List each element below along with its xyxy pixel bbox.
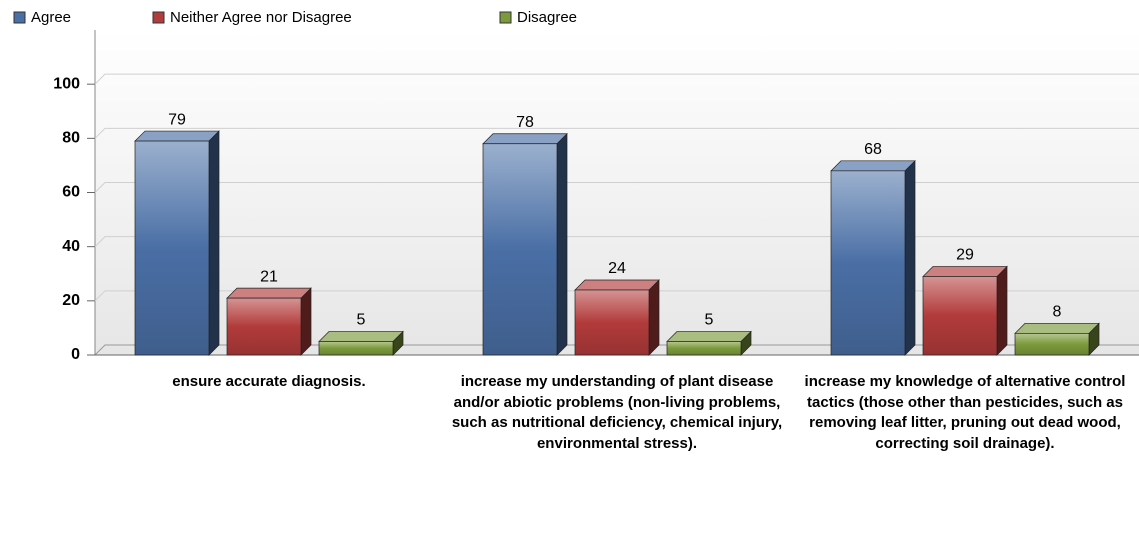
y-tick-label: 0 <box>71 346 80 363</box>
data-label: 8 <box>1053 304 1062 321</box>
data-label: 78 <box>516 114 534 131</box>
bar-top <box>666 331 752 342</box>
bar <box>922 265 1008 356</box>
y-tick-label: 20 <box>62 292 80 309</box>
bar-front <box>574 289 650 356</box>
y-tick-label: 100 <box>53 75 80 92</box>
bar <box>830 159 916 356</box>
legend-label: Agree <box>31 9 71 26</box>
bar <box>318 330 404 356</box>
bar-side <box>208 130 220 356</box>
bar-front <box>1014 332 1090 356</box>
bar-top <box>830 160 916 172</box>
bar-front <box>482 143 558 356</box>
legend-swatch <box>499 11 512 24</box>
grid-line <box>94 236 1139 248</box>
y-tick-label: 60 <box>62 184 80 201</box>
bar <box>666 330 752 356</box>
bar <box>482 132 568 356</box>
grid-line <box>94 290 1139 302</box>
legend-label: Neither Agree nor Disagree <box>170 9 352 26</box>
legend-swatch <box>13 11 26 24</box>
data-label: 79 <box>168 111 186 128</box>
data-label: 21 <box>260 268 278 285</box>
x-tick-label: ensure accurate diagnosis. <box>172 373 366 390</box>
bar-front <box>318 341 394 356</box>
x-tick-label: increase my understanding of plant disea… <box>451 373 783 452</box>
bar-front <box>226 297 302 356</box>
grid-line <box>94 182 1139 193</box>
bar-side <box>904 159 916 356</box>
bar-top <box>482 133 568 145</box>
bar-front <box>830 170 906 356</box>
grid-line <box>94 73 1139 85</box>
bar-side <box>648 279 660 356</box>
bar-top <box>134 130 220 142</box>
data-label: 29 <box>956 247 974 264</box>
y-tick-label: 80 <box>62 130 80 147</box>
bar-front <box>922 276 998 356</box>
bar <box>226 287 312 356</box>
bar-top <box>1014 322 1100 334</box>
bar-top <box>574 279 660 291</box>
data-label: 5 <box>705 312 714 329</box>
legend-swatch <box>152 11 165 24</box>
bar-side <box>300 287 312 356</box>
bar-top <box>318 331 404 342</box>
floor <box>94 344 1139 356</box>
x-tick-label: increase my knowledge of alternative con… <box>804 373 1126 452</box>
bar <box>1014 322 1100 356</box>
bar-front <box>134 140 210 356</box>
y-tick-label: 40 <box>62 238 80 255</box>
data-label: 5 <box>357 312 366 329</box>
bar-side <box>556 132 568 356</box>
legend-label: Disagree <box>517 9 577 26</box>
grid-line <box>94 127 1139 139</box>
bar <box>134 130 220 356</box>
bar-top <box>226 287 312 299</box>
data-label: 24 <box>608 260 626 277</box>
bar <box>574 279 660 356</box>
data-label: 68 <box>864 141 882 158</box>
bar-side <box>996 265 1008 356</box>
bar-top <box>922 266 1008 277</box>
bar-front <box>666 341 742 356</box>
